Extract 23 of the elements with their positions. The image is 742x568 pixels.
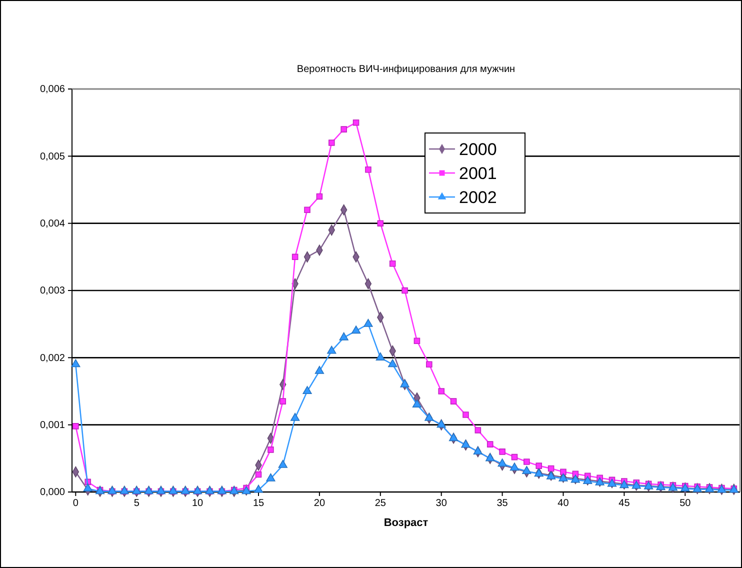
x-axis-title: Возраст xyxy=(384,517,429,529)
x-tick-label: 5 xyxy=(134,498,140,510)
legend-label: 2000 xyxy=(459,140,497,159)
y-tick-label: 0,004 xyxy=(40,218,66,230)
x-tick-label: 30 xyxy=(436,498,448,510)
y-tick-label: 0,006 xyxy=(40,84,66,96)
x-tick-label: 35 xyxy=(496,498,508,510)
x-tick-label: 20 xyxy=(314,498,326,510)
x-tick-label: 40 xyxy=(558,498,570,510)
x-tick-label: 15 xyxy=(252,498,265,510)
y-tick-label: 0,000 xyxy=(40,487,66,498)
legend-label: 2001 xyxy=(459,164,497,183)
legend-label: 2002 xyxy=(459,188,497,207)
y-tick-label: 0,001 xyxy=(40,420,66,432)
x-tick-label: 10 xyxy=(192,498,204,510)
y-tick-label: 0,002 xyxy=(40,352,66,364)
y-tick-label: 0,005 xyxy=(40,151,66,162)
x-tick-label: 50 xyxy=(680,498,692,510)
y-tick-label: 0,003 xyxy=(40,286,66,297)
x-tick-label: 25 xyxy=(374,498,386,510)
x-tick-label: 45 xyxy=(618,498,630,510)
x-tick-label: 0 xyxy=(72,498,79,510)
chart-title: Вероятность ВИЧ-инфицирования для мужчин xyxy=(296,64,516,75)
